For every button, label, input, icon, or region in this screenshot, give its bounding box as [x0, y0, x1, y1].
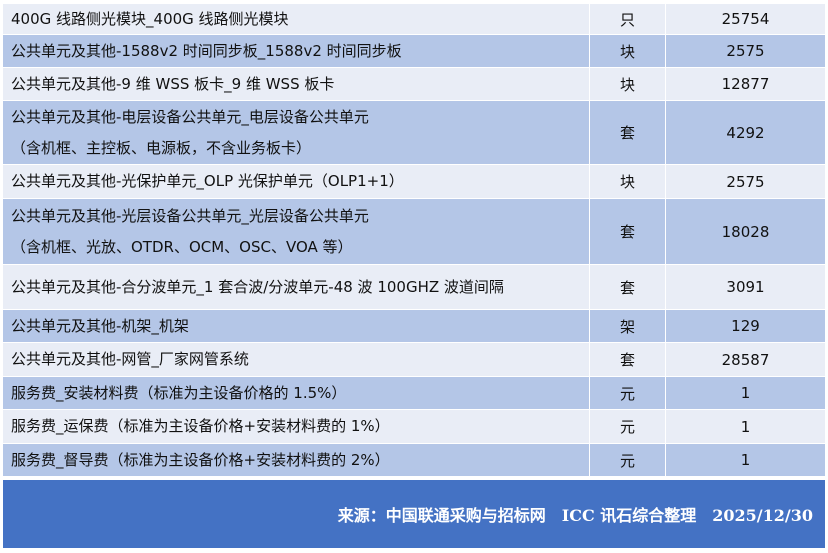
item-text: 服务费_安装材料费（标准为主设备价格的 1.5%） [11, 383, 347, 402]
price-cell: 2575 [726, 172, 765, 191]
table-row: 服务费_督导费（标准为主设备价格+安装材料费的 2%） 元 1 [3, 444, 825, 477]
item-cell: 服务费_安装材料费（标准为主设备价格的 1.5%） [3, 377, 590, 409]
unit-cell: 块 [590, 165, 666, 198]
footer: 来源：中国联通采购与招标网 ICC 讯石综合整理 2025/12/30 [3, 480, 825, 548]
unit-cell: 架 [590, 310, 666, 342]
price-cell: 1 [740, 384, 751, 402]
item-cell: 400G 线路侧光模块_400G 线路侧光模块 [3, 4, 590, 34]
item-text: 公共单元及其他-1588v2 时间同步板_1588v2 时间同步板 [11, 41, 402, 60]
unit-cell: 套 [590, 199, 666, 264]
unit-cell: 块 [590, 68, 666, 100]
table-row: 公共单元及其他-电层设备公共单元_电层设备公共单元 （含机框、主控板、电源板，不含… [3, 101, 825, 165]
unit-cell: 套 [590, 265, 666, 309]
price-cell: 12877 [721, 75, 770, 93]
item-cell: 公共单元及其他-9 维 WSS 板卡_9 维 WSS 板卡 [3, 68, 590, 100]
price-table: 400G 线路侧光模块_400G 线路侧光模块 只 25754 公共单元及其他-158… [3, 4, 825, 477]
table-row: 400G 线路侧光模块_400G 线路侧光模块 只 25754 [3, 4, 825, 35]
unit-cell: 元 [590, 410, 666, 443]
table-row: 公共单元及其他-9 维 WSS 板卡_9 维 WSS 板卡 块 12877 [3, 68, 825, 101]
price-cell: 129 [731, 317, 760, 335]
item-text: 公共单元及其他-网管_厂家网管系统 [11, 350, 249, 368]
unit-cell: 块 [590, 35, 666, 67]
item-text: 400G 线路侧光模块_400G 线路侧光模块 [11, 9, 289, 28]
item-text: 服务费_运保费（标准为主设备价格+安装材料费的 1%） [11, 417, 390, 435]
item-cell: 公共单元及其他-光层设备公共单元_光层设备公共单元 （含机框、光放、OTDR、OC… [3, 199, 590, 264]
item-text: 服务费_督导费（标准为主设备价格+安装材料费的 2%） [11, 450, 390, 469]
price-cell: 1 [740, 417, 751, 436]
price-cell: 18028 [721, 222, 770, 241]
item-cell: 公共单元及其他-机架_机架 [3, 310, 590, 342]
unit-cell: 只 [590, 4, 666, 34]
price-cell: 4292 [726, 123, 765, 142]
item-cell: 公共单元及其他-合分波单元_1 套合波/分波单元-48 波 100GHZ 波道间… [3, 265, 590, 309]
table-row: 服务费_安装材料费（标准为主设备价格的 1.5%） 元 1 [3, 377, 825, 410]
table-row: 公共单元及其他-网管_厂家网管系统 套 28587 [3, 343, 825, 377]
table-row: 服务费_运保费（标准为主设备价格+安装材料费的 1%） 元 1 [3, 410, 825, 444]
table-row: 公共单元及其他-光保护单元_OLP 光保护单元（OLP1+1） 块 2575 [3, 165, 825, 199]
unit-cell: 元 [590, 444, 666, 476]
item-text: 公共单元及其他-光层设备公共单元_光层设备公共单元 [11, 206, 369, 225]
price-cell: 1 [740, 451, 751, 469]
item-cell: 公共单元及其他-光保护单元_OLP 光保护单元（OLP1+1） [3, 165, 590, 198]
table-row: 公共单元及其他-合分波单元_1 套合波/分波单元-48 波 100GHZ 波道间… [3, 265, 825, 310]
unit-cell: 套 [590, 101, 666, 164]
table-row: 公共单元及其他-光层设备公共单元_光层设备公共单元 （含机框、光放、OTDR、OC… [3, 199, 825, 265]
item-cell: 公共单元及其他-1588v2 时间同步板_1588v2 时间同步板 [3, 35, 590, 67]
item-text: 公共单元及其他-9 维 WSS 板卡_9 维 WSS 板卡 [11, 74, 335, 93]
price-cell: 2575 [726, 42, 765, 60]
item-cell: 公共单元及其他-网管_厂家网管系统 [3, 343, 590, 376]
item-cell: 服务费_督导费（标准为主设备价格+安装材料费的 2%） [3, 444, 590, 476]
price-cell: 3091 [726, 278, 765, 296]
item-text: 公共单元及其他-合分波单元_1 套合波/分波单元-48 波 100GHZ 波道间… [11, 277, 504, 296]
table-row: 公共单元及其他-1588v2 时间同步板_1588v2 时间同步板 块 2575 [3, 35, 825, 68]
unit-cell: 套 [590, 343, 666, 376]
item-text: 公共单元及其他-光保护单元_OLP 光保护单元（OLP1+1） [11, 172, 404, 190]
item-text: （含机框、主控板、电源板，不含业务板卡） [11, 138, 312, 157]
item-cell: 服务费_运保费（标准为主设备价格+安装材料费的 1%） [3, 410, 590, 443]
item-text: 公共单元及其他-机架_机架 [11, 316, 189, 335]
price-cell: 25754 [721, 10, 770, 28]
table-row: 公共单元及其他-机架_机架 架 129 [3, 310, 825, 343]
item-text: （含机框、光放、OTDR、OCM、OSC、VOA 等） [11, 237, 353, 256]
item-cell: 公共单元及其他-电层设备公共单元_电层设备公共单元 （含机框、主控板、电源板，不含… [3, 101, 590, 164]
item-text: 公共单元及其他-电层设备公共单元_电层设备公共单元 [11, 107, 369, 126]
unit-cell: 元 [590, 377, 666, 409]
price-cell: 28587 [721, 350, 770, 369]
